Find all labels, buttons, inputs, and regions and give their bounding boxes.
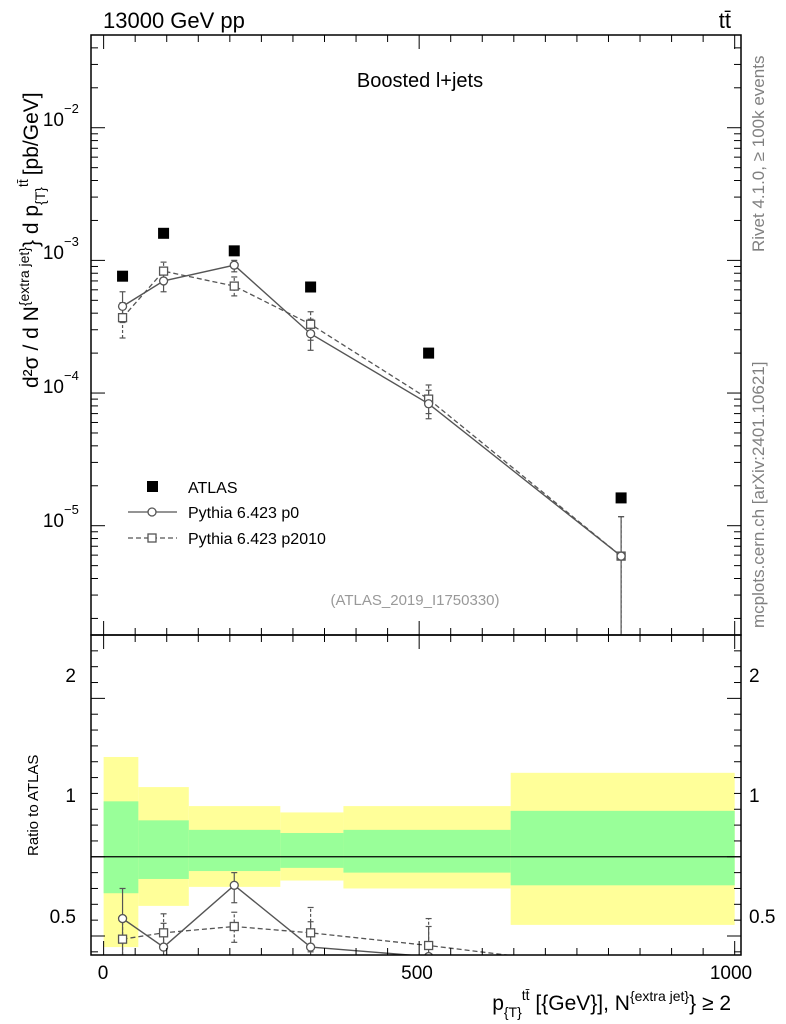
ratio-p0-point xyxy=(229,880,239,890)
ratio-p0-point xyxy=(158,942,169,952)
main-ytick-label-1: 10 −2 xyxy=(43,101,79,131)
ratio-green-band xyxy=(510,810,735,886)
svg-text:−2: −2 xyxy=(64,101,79,116)
ratio-p2010-line xyxy=(122,925,512,955)
main-ticks xyxy=(91,34,741,635)
main-p0-point xyxy=(117,301,128,312)
main-p0-point xyxy=(229,260,239,270)
ratio-p2010-point xyxy=(423,940,434,951)
ratio-p2010-point xyxy=(305,928,316,938)
ratio-p0-point xyxy=(117,913,128,924)
main-p0-point xyxy=(423,399,434,409)
xtick-label-1000: 1000 xyxy=(710,963,752,984)
ratio-p2010-point xyxy=(117,934,128,944)
main-ytick-label-3: 10 −4 xyxy=(43,368,79,398)
legend-p2010-marker xyxy=(147,533,157,543)
svg-text:−4: −4 xyxy=(64,368,79,383)
main-atlas-point xyxy=(228,245,240,257)
ratio-ticks xyxy=(91,634,741,955)
svg-text:10: 10 xyxy=(43,243,64,264)
ratio-green-band xyxy=(138,820,189,879)
xtick-label-500: 500 xyxy=(401,963,433,984)
ratio-ytick-label-05-left: 0.5 xyxy=(50,907,76,928)
main-p0-point xyxy=(616,551,626,561)
main-atlas-point xyxy=(117,270,129,282)
xtick-label-0: 0 xyxy=(98,963,109,984)
ratio-p0-line xyxy=(122,884,418,955)
ratio-p0-point xyxy=(305,942,316,952)
main-ytick-label-2: 10 −3 xyxy=(43,234,79,264)
ratio-ytick-label-05-right: 0.5 xyxy=(749,907,775,928)
legend-p0-marker xyxy=(147,507,157,517)
main-p0-point xyxy=(158,276,169,286)
ratio-green-band xyxy=(103,801,139,894)
process-label: tt̄ xyxy=(719,8,731,33)
ratio-plot-layer xyxy=(91,756,741,955)
main-p0-line xyxy=(122,264,622,557)
main-atlas-point xyxy=(615,492,627,504)
analysis-id: (ATLAS_2019_I1750330) xyxy=(330,592,499,609)
main-ytick-label-4: 10 −5 xyxy=(43,502,79,532)
legend-p2010-label: Pythia 6.423 p2010 xyxy=(188,531,326,548)
svg-text:10: 10 xyxy=(43,110,64,131)
main-p2010-point xyxy=(117,313,128,323)
svg-text:−3: −3 xyxy=(64,234,79,249)
ratio-p2010-point xyxy=(229,921,239,932)
ratio-frame xyxy=(90,634,742,956)
main-atlas-point xyxy=(305,281,317,293)
main-p2010-point xyxy=(158,266,169,276)
main-panel: Boosted l+jets (ATLAS_2019_I1750330) 10 … xyxy=(15,34,742,636)
legend-p0-label: Pythia 6.423 p0 xyxy=(188,505,299,522)
main-p2010-point xyxy=(229,281,239,291)
svg-text:10: 10 xyxy=(43,511,64,532)
ratio-ytick-label-2-left: 2 xyxy=(65,666,76,687)
main-p0-point xyxy=(305,329,316,339)
ratio-ytick-label-2-right: 2 xyxy=(749,666,760,687)
ratio-p0-point xyxy=(424,951,433,955)
ratio-p2010-point xyxy=(158,928,169,938)
main-atlas-point xyxy=(423,347,435,359)
ratio-panel: 2 1 0.5 2 1 0.5 0 500 1000 Ratio to ATLA… xyxy=(25,634,775,1020)
main-y-axis-label: d²σ / d N{extra jet}} d p{T}tt̄[pb/GeV] xyxy=(15,92,48,388)
ratio-ytick-label-1-left: 1 xyxy=(65,786,76,807)
main-p2010-point xyxy=(305,319,316,329)
svg-text:−5: −5 xyxy=(64,502,79,517)
ratio-y-axis-label: Ratio to ATLAS xyxy=(25,755,42,856)
main-p2010-line xyxy=(122,270,622,557)
ratio-green-band xyxy=(188,829,281,872)
ratio-ytick-label-1-right: 1 xyxy=(749,786,760,807)
x-axis-label: p{T}tt̄ [{GeV}], N{extra jet}} ≥ 2 xyxy=(492,987,731,1020)
energy-label: 13000 GeV pp xyxy=(103,8,245,33)
ratio-green-band xyxy=(343,829,511,873)
ratio-green-band xyxy=(280,833,344,868)
legend: ATLAS Pythia 6.423 p0 Pythia 6.423 p2010 xyxy=(128,480,326,548)
main-atlas-point xyxy=(158,227,170,239)
svg-text:10: 10 xyxy=(43,377,64,398)
chart-title: Boosted l+jets xyxy=(357,70,483,92)
mcplots-label: mcplots.cern.ch [arXiv:2401.10621] xyxy=(749,362,768,628)
main-plot-layer xyxy=(117,227,627,635)
rivet-version-label: Rivet 4.1.0, ≥ 100k events xyxy=(749,56,768,252)
legend-atlas-label: ATLAS xyxy=(188,480,238,497)
legend-atlas-marker xyxy=(147,481,158,492)
